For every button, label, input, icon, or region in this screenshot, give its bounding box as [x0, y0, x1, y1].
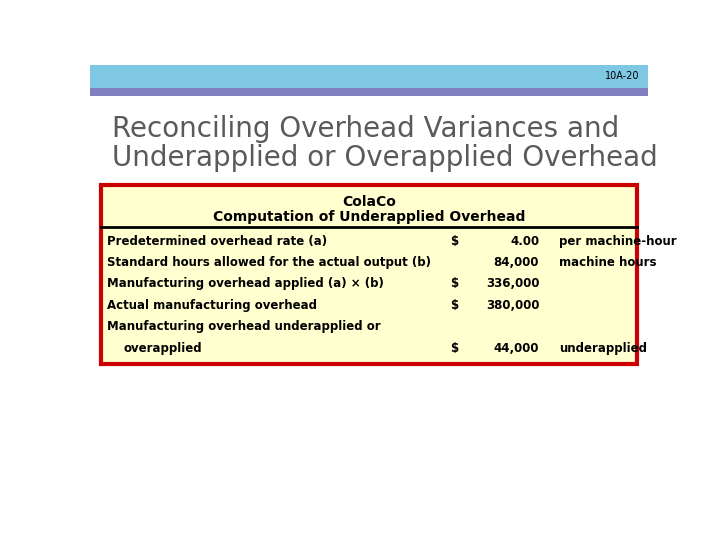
- Text: 380,000: 380,000: [486, 299, 539, 312]
- Text: $: $: [450, 234, 458, 247]
- Text: 4.00: 4.00: [510, 234, 539, 247]
- Text: Predetermined overhead rate (a): Predetermined overhead rate (a): [107, 234, 327, 247]
- Text: Underapplied or Overapplied Overhead: Underapplied or Overapplied Overhead: [112, 144, 658, 172]
- Bar: [90, 87, 648, 96]
- Text: Reconciling Overhead Variances and: Reconciling Overhead Variances and: [112, 115, 620, 143]
- Text: Manufacturing overhead applied (a) × (b): Manufacturing overhead applied (a) × (b): [107, 278, 384, 291]
- Text: Manufacturing overhead underapplied or: Manufacturing overhead underapplied or: [107, 320, 380, 334]
- Text: $: $: [450, 299, 458, 312]
- Text: per machine-hour: per machine-hour: [559, 234, 676, 247]
- Text: 10A-20: 10A-20: [605, 71, 639, 81]
- Text: Actual manufacturing overhead: Actual manufacturing overhead: [107, 299, 317, 312]
- Text: Standard hours allowed for the actual output (b): Standard hours allowed for the actual ou…: [107, 256, 431, 269]
- Text: overapplied: overapplied: [124, 342, 202, 355]
- Text: 336,000: 336,000: [486, 278, 539, 291]
- Text: $: $: [450, 278, 458, 291]
- Text: 44,000: 44,000: [494, 342, 539, 355]
- Text: underapplied: underapplied: [559, 342, 647, 355]
- Text: machine hours: machine hours: [559, 256, 656, 269]
- Bar: [90, 65, 648, 87]
- Bar: [101, 185, 636, 364]
- Text: Computation of Underapplied Overhead: Computation of Underapplied Overhead: [213, 210, 525, 224]
- Text: ColaCo: ColaCo: [342, 195, 396, 209]
- Text: 84,000: 84,000: [494, 256, 539, 269]
- Text: $: $: [450, 342, 458, 355]
